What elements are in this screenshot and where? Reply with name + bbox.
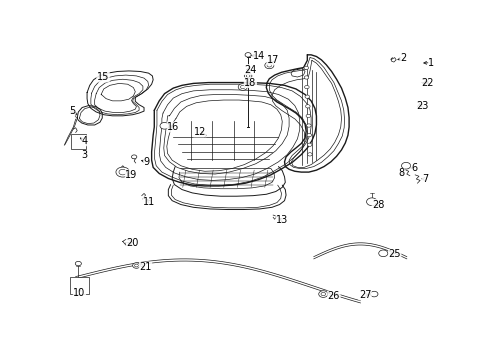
Text: 14: 14 <box>253 51 265 61</box>
Circle shape <box>160 122 169 129</box>
Circle shape <box>306 105 310 108</box>
Text: 9: 9 <box>144 157 150 167</box>
Text: 4: 4 <box>82 136 88 146</box>
Text: 5: 5 <box>69 106 75 116</box>
Text: 7: 7 <box>422 174 428 184</box>
Circle shape <box>304 66 309 69</box>
Text: 6: 6 <box>412 163 417 174</box>
Text: 1: 1 <box>428 58 435 68</box>
Circle shape <box>308 153 312 156</box>
Text: 17: 17 <box>267 55 279 65</box>
Circle shape <box>241 85 245 89</box>
Circle shape <box>321 292 325 296</box>
Text: 26: 26 <box>328 291 340 301</box>
Text: 11: 11 <box>143 197 155 207</box>
Circle shape <box>305 95 310 98</box>
FancyBboxPatch shape <box>70 276 89 294</box>
Text: 3: 3 <box>82 150 88 161</box>
FancyBboxPatch shape <box>71 134 86 149</box>
Text: 28: 28 <box>372 199 385 210</box>
Circle shape <box>131 155 137 159</box>
Text: 13: 13 <box>276 215 289 225</box>
Circle shape <box>135 264 138 267</box>
Text: 23: 23 <box>416 100 429 111</box>
Circle shape <box>116 167 129 177</box>
Circle shape <box>75 261 81 266</box>
Circle shape <box>245 73 252 79</box>
Circle shape <box>307 124 311 127</box>
Text: 2: 2 <box>400 53 406 63</box>
Circle shape <box>307 143 312 147</box>
Circle shape <box>367 198 377 206</box>
Circle shape <box>245 53 251 57</box>
Text: 8: 8 <box>398 168 404 179</box>
Text: 22: 22 <box>421 77 434 87</box>
Text: 16: 16 <box>167 122 179 132</box>
Text: 15: 15 <box>97 72 109 82</box>
Circle shape <box>306 114 311 118</box>
Circle shape <box>318 291 328 297</box>
Circle shape <box>267 64 271 67</box>
Circle shape <box>304 76 309 79</box>
Circle shape <box>370 291 378 297</box>
Text: 18: 18 <box>244 77 256 87</box>
Text: 25: 25 <box>389 249 401 260</box>
Text: 21: 21 <box>139 262 152 272</box>
Text: 12: 12 <box>194 127 206 137</box>
Circle shape <box>119 169 126 175</box>
Circle shape <box>133 263 140 268</box>
Circle shape <box>305 85 309 89</box>
Text: 20: 20 <box>126 238 139 248</box>
Text: 24: 24 <box>244 64 257 75</box>
Text: 19: 19 <box>125 170 138 180</box>
Text: 27: 27 <box>359 290 371 300</box>
Circle shape <box>307 134 312 137</box>
Circle shape <box>238 84 247 90</box>
Circle shape <box>265 62 274 69</box>
Text: 10: 10 <box>74 288 86 298</box>
Circle shape <box>379 250 388 257</box>
Circle shape <box>401 162 411 169</box>
